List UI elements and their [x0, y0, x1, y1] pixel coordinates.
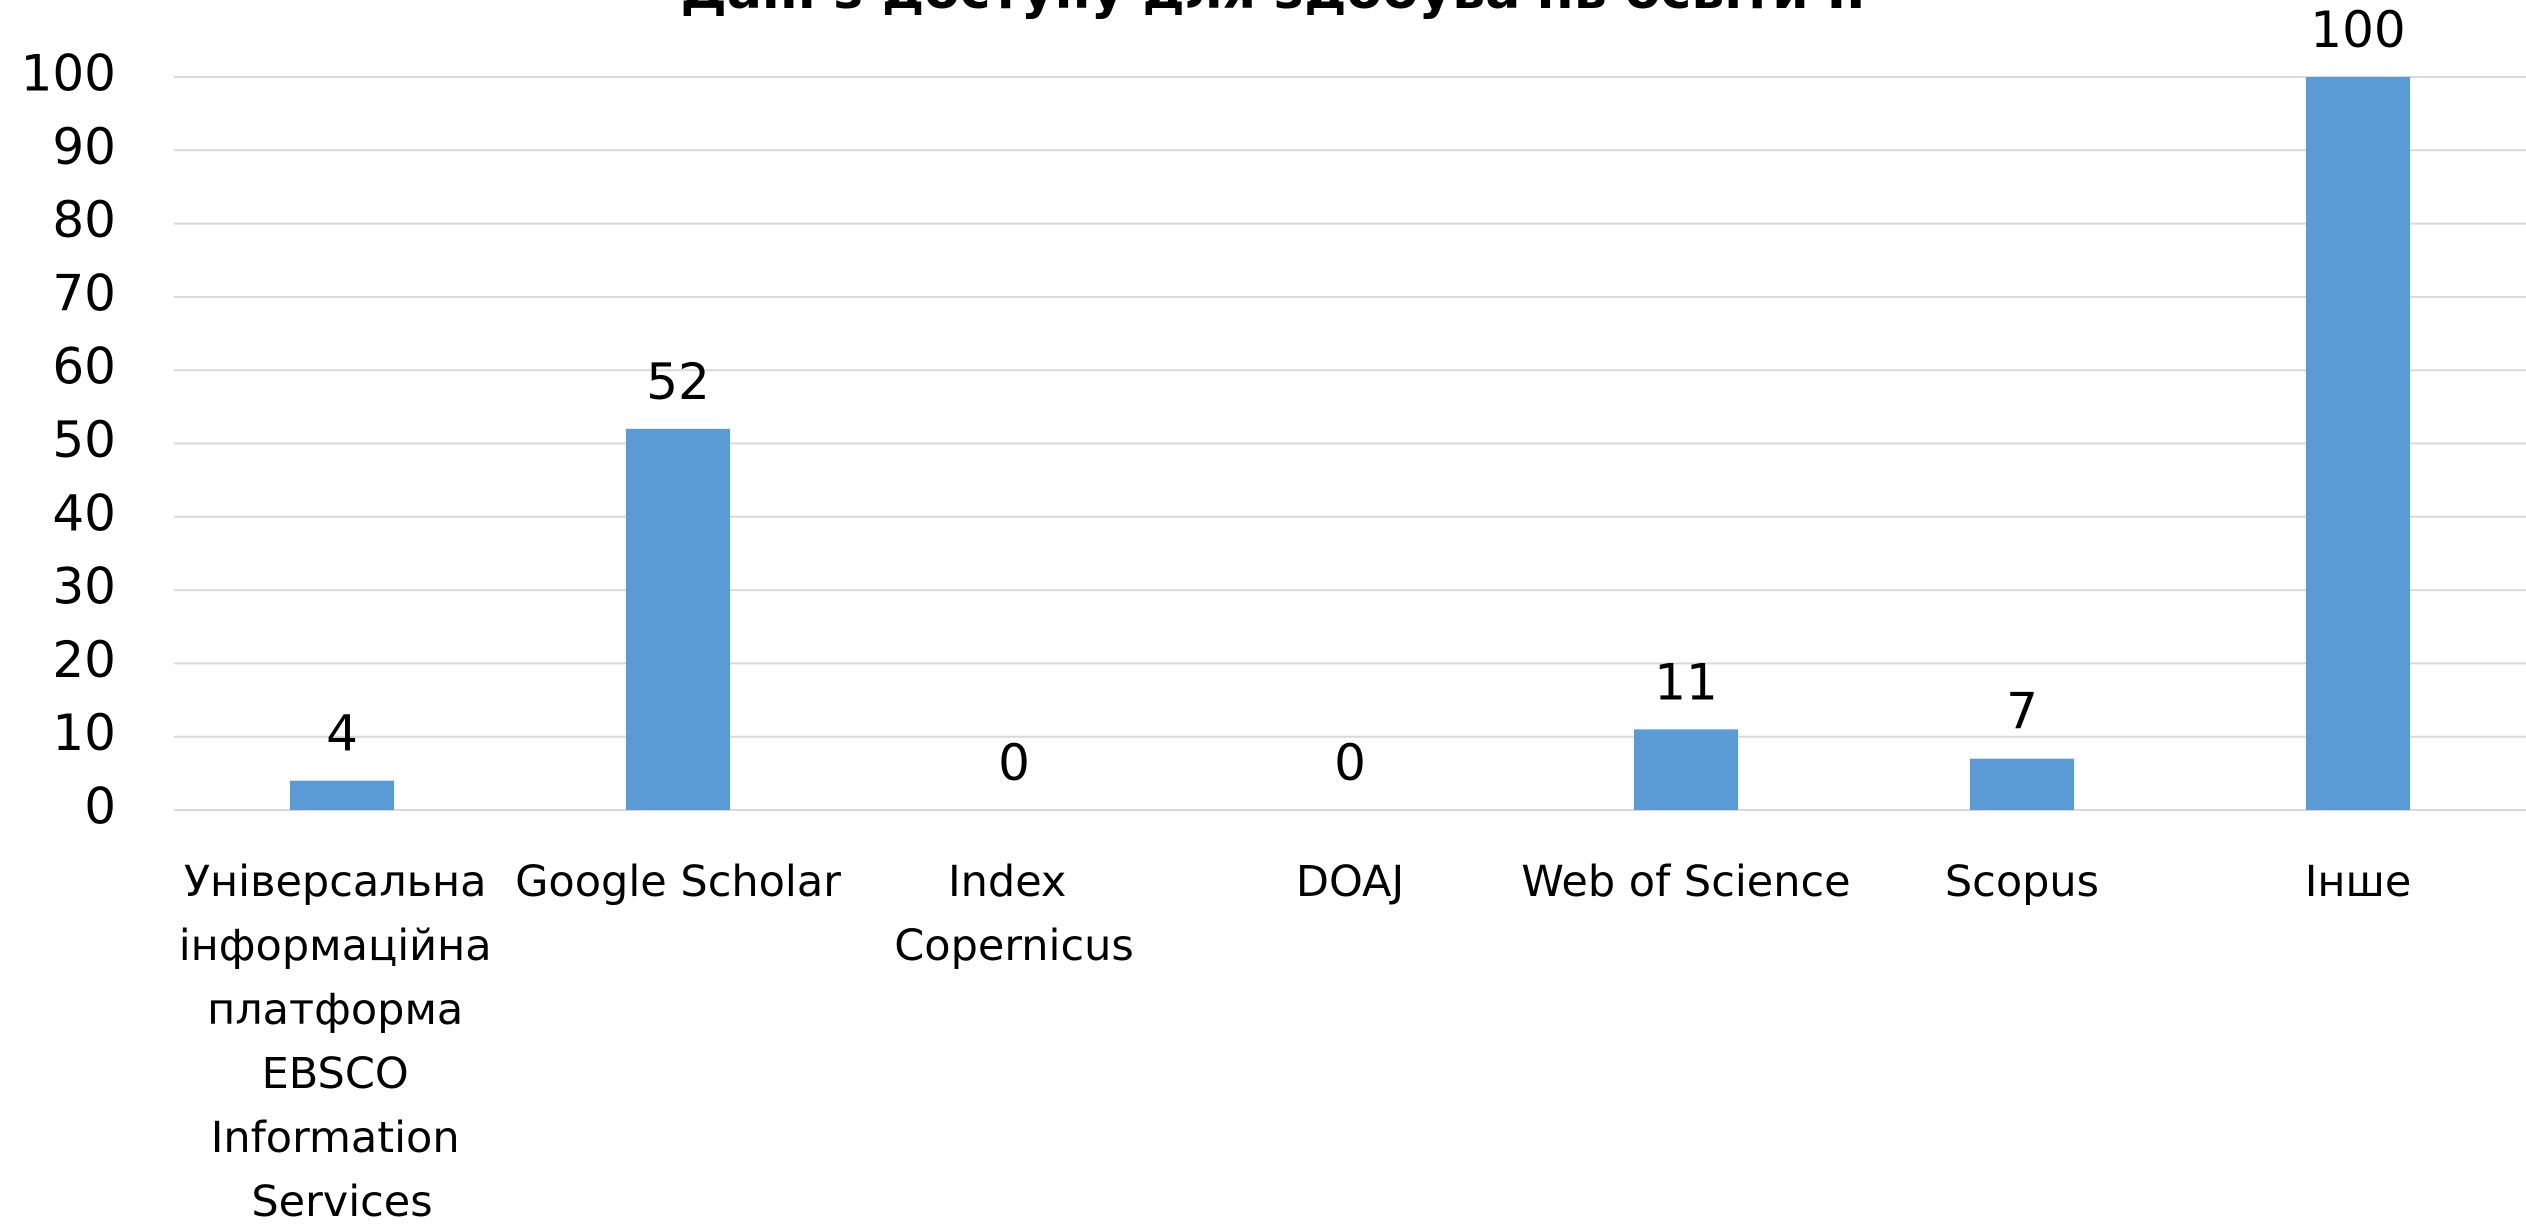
bar	[2305, 77, 2411, 810]
x-tick-label: DOAJ	[1296, 857, 1404, 907]
x-tick-label: Index Copernicus	[894, 857, 1134, 971]
x-tick-label: Scopus	[1945, 857, 2099, 907]
data-label: 0	[1334, 734, 1366, 792]
x-tick-label: Web of Science	[1521, 857, 1850, 907]
chart-title: Дані з доступу для здобувачів освіти ІІ	[681, 0, 1866, 21]
y-tick-label: 30	[52, 558, 116, 616]
y-tick-label: 60	[52, 338, 116, 396]
y-tick-label: 100	[21, 45, 116, 103]
data-label: 11	[1654, 653, 1718, 711]
data-label: 7	[2006, 683, 2038, 741]
data-label: 4	[326, 705, 358, 763]
data-label: 100	[2310, 1, 2405, 59]
data-label: 52	[646, 353, 710, 411]
data-label: 0	[998, 734, 1030, 792]
x-tick-label: Універсальна інформаційна платформа EBSC…	[179, 857, 506, 1226]
y-tick-label: 70	[52, 264, 116, 322]
y-tick-label: 0	[84, 778, 116, 836]
x-tick-label: Google Scholar	[515, 857, 841, 907]
bar	[1969, 758, 2075, 810]
bar	[1633, 729, 1739, 810]
y-tick-label: 20	[52, 631, 116, 689]
x-tick-label: Інше	[2305, 857, 2412, 907]
y-tick-label: 10	[52, 704, 116, 762]
y-tick-label: 90	[52, 118, 116, 176]
bar	[289, 780, 395, 810]
y-tick-label: 80	[52, 191, 116, 249]
y-tick-label: 40	[52, 484, 116, 542]
bar	[625, 428, 731, 810]
y-tick-label: 50	[52, 411, 116, 469]
